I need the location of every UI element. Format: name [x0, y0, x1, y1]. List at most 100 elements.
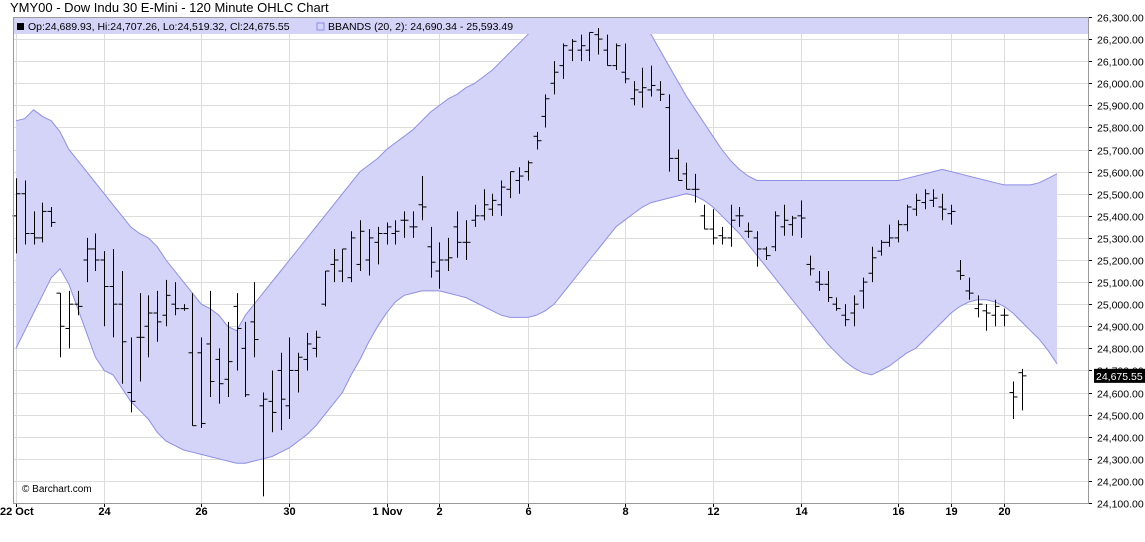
- legend-background: [13, 17, 1088, 34]
- ohlc-bar: [347, 231, 356, 283]
- ohlc-bar: [877, 240, 886, 256]
- ohlc-bar: [780, 204, 789, 236]
- ohlc-bar: [188, 293, 197, 427]
- plot-frame: [13, 17, 1089, 504]
- ohlc-bar: [206, 290, 215, 397]
- ohlc-bar: [330, 248, 339, 283]
- x-tick-label: 30: [283, 506, 295, 518]
- ohlc-bar: [956, 260, 965, 280]
- ohlc-bar: [947, 204, 956, 225]
- ohlc-bar: [418, 176, 427, 221]
- ohlc-legend-swatch: [17, 23, 24, 30]
- ohlc-bar: [383, 222, 392, 245]
- ohlc-bar: [268, 370, 277, 433]
- ohlc-bar: [400, 211, 409, 238]
- ohlc-bar: [453, 211, 462, 258]
- y-tick-label: 26,200.00: [1097, 35, 1144, 47]
- y-tick-label: 26,300.00: [1097, 13, 1144, 25]
- ohlc-bar: [294, 352, 303, 393]
- ohlc-bar: [303, 332, 312, 371]
- ohlc-bar: [241, 321, 250, 397]
- ohlc-bar: [109, 248, 118, 338]
- ohlc-bar: [285, 337, 294, 420]
- last-price-marker: 24,675.55: [1094, 368, 1145, 383]
- ohlc-bar: [180, 304, 189, 311]
- ohlc-bar: [38, 202, 47, 243]
- ohlc-bar: [638, 67, 647, 108]
- ohlc-bar: [630, 81, 639, 106]
- x-tick-label: 26: [195, 506, 207, 518]
- legend-bar: Op:24,689.93, Hi:24,707.26, Lo:24,519.32…: [13, 17, 1088, 34]
- ohlc-bar: [47, 206, 56, 227]
- ohlc-bar: [550, 61, 559, 95]
- ohlc-bar: [735, 206, 744, 227]
- y-tick-label: 25,800.00: [1097, 123, 1144, 135]
- ohlc-bar: [912, 193, 921, 216]
- ohlc-bar: [841, 304, 850, 327]
- ohlc-bar: [903, 204, 912, 232]
- ohlc-bar: [65, 290, 74, 349]
- ohlc-bar: [832, 297, 841, 311]
- ohlc-bar: [797, 200, 806, 238]
- y-tick-label: 25,700.00: [1097, 146, 1144, 158]
- ohlc-bar: [541, 94, 550, 128]
- ohlc-bar: [771, 211, 780, 252]
- ohlc-bar: [312, 330, 321, 358]
- x-tick-label: 14: [795, 506, 808, 518]
- ohlc-bar: [850, 295, 859, 327]
- ohlc-bar: [727, 204, 736, 247]
- y-tick-label: 24,300.00: [1097, 455, 1144, 467]
- ohlc-bar: [665, 94, 674, 172]
- ohlc-bar: [709, 209, 718, 245]
- y-tick-label: 25,100.00: [1097, 278, 1144, 290]
- ohlc-bar: [700, 204, 709, 230]
- ohlc-bar: [885, 224, 894, 247]
- y-tick-label: 25,000.00: [1097, 300, 1144, 312]
- ohlc-bar: [56, 292, 65, 358]
- ohlc-bar: [656, 81, 665, 101]
- y-tick-label: 26,000.00: [1097, 79, 1144, 91]
- ohlc-bar: [162, 279, 171, 327]
- ohlc-bar: [682, 162, 691, 190]
- ohlc-bar: [859, 277, 868, 309]
- ohlc-bar: [612, 43, 621, 71]
- x-tick-label: 22 Oct: [0, 506, 34, 518]
- ohlc-bar: [171, 282, 180, 316]
- bollinger-lower-line: [15, 193, 1058, 464]
- ohlc-bar: [365, 229, 374, 276]
- y-tick-label: 24,400.00: [1097, 433, 1144, 445]
- watermark-text: © Barchart.com: [22, 484, 92, 495]
- ohlc-bar: [444, 237, 453, 272]
- ohlc-bar: [691, 173, 700, 203]
- ohlc-bar: [762, 246, 771, 260]
- y-tick-label: 25,500.00: [1097, 190, 1144, 202]
- x-tick-label: 8: [622, 506, 628, 518]
- y-tick-label: 24,900.00: [1097, 322, 1144, 334]
- ohlc-bar: [233, 293, 242, 371]
- ohlc-bar: [621, 43, 630, 84]
- ohlc-bar: [30, 211, 39, 245]
- ohlc-bar: [74, 290, 83, 316]
- ohlc-bar: [427, 226, 436, 278]
- ohlc-bar: [321, 270, 330, 307]
- ohlc-bar: [568, 39, 577, 62]
- ohlc-bar: [824, 271, 833, 302]
- y-tick-label: 24,100.00: [1097, 499, 1144, 511]
- ohlc-bar: [647, 65, 656, 97]
- x-tick-label: 2: [436, 506, 442, 518]
- ohlc-bar: [391, 220, 400, 245]
- y-tick-label: 26,100.00: [1097, 57, 1144, 69]
- y-tick-label: 24,200.00: [1097, 477, 1144, 489]
- ohlc-bar: [259, 392, 268, 497]
- ohlc-bar: [718, 226, 727, 245]
- ohlc-bar: [603, 34, 612, 67]
- ohlc-bar: [577, 34, 586, 62]
- x-tick-label: 6: [525, 506, 531, 518]
- y-tick-label: 24,600.00: [1097, 389, 1144, 401]
- ohlc-bar: [929, 189, 938, 207]
- ohlc-bar: [515, 167, 524, 194]
- ohlc-bar: [277, 352, 286, 431]
- bbands-legend-text: BBANDS (20, 2): 24,690.34 - 25,593.49: [328, 21, 513, 33]
